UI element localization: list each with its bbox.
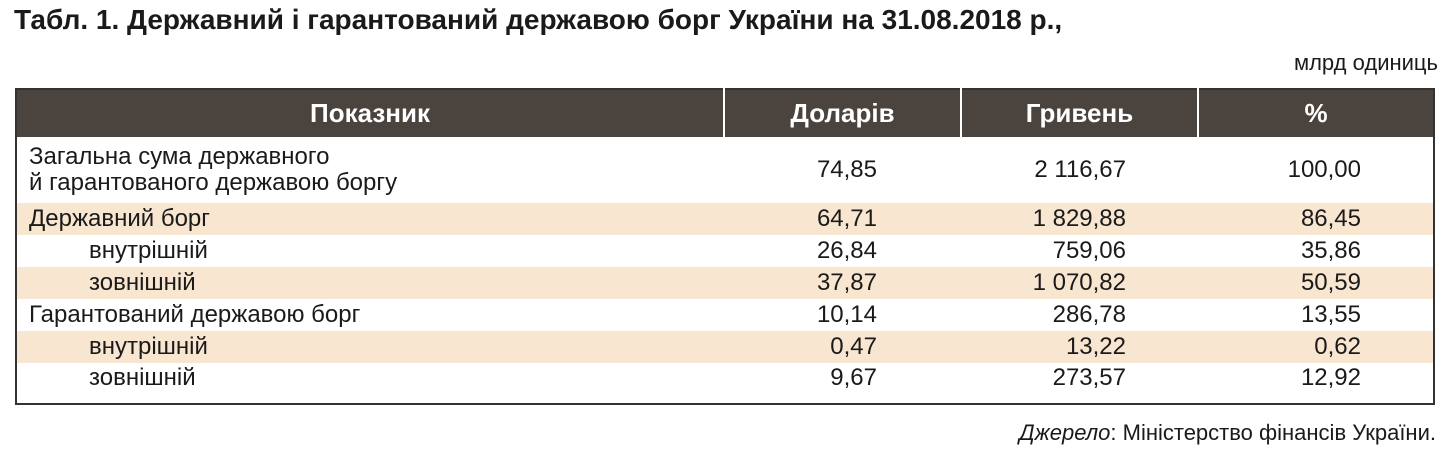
- row: Гарантований державою борг 10,14 286,78 13,…: [16, 299, 1434, 331]
- row-label: Гарантований державою борг: [29, 301, 361, 328]
- source: Джерело: Міністерство фінансів України.: [1019, 420, 1436, 446]
- row-label: зовнішній: [16, 267, 724, 299]
- cell: 273,57: [1052, 364, 1126, 391]
- cell: 35,86: [1300, 237, 1361, 264]
- row-label: внутрішній: [16, 331, 724, 363]
- cell: 13,55: [1300, 301, 1361, 328]
- cell: 1 070,82: [961, 267, 1198, 299]
- source-label: Джерело: [1019, 420, 1111, 445]
- label-line: Загальна сума державного: [29, 143, 330, 170]
- cell: 1 829,88: [961, 203, 1198, 235]
- header-row: Показник Доларів Гривень %: [16, 89, 1434, 137]
- cell: 74,85: [816, 156, 877, 183]
- cell: 12,92: [1300, 364, 1361, 391]
- row-label: Державний борг: [16, 203, 724, 235]
- column-header: Гривень: [960, 89, 1198, 137]
- cell: 100,00: [1287, 156, 1361, 183]
- cell: 0,47: [724, 331, 961, 363]
- column-header: Показник: [16, 89, 724, 137]
- row: Загальна сума державного й гарантованого …: [16, 137, 1434, 203]
- column-header: %: [1197, 89, 1434, 137]
- cell: 86,45: [1198, 203, 1434, 235]
- label-line: й гарантованого державою боргу: [29, 169, 398, 196]
- row: зовнішній 37,87 1 070,82 50,59: [16, 267, 1434, 299]
- row-label: зовнішній: [89, 364, 196, 391]
- column-header: Доларів: [723, 89, 961, 137]
- row-label: внутрішній: [89, 237, 208, 264]
- unit: млрд одиниць: [1293, 50, 1438, 75]
- row: внутрішній 0,47 13,22 0,62: [16, 331, 1434, 363]
- cell: 50,59: [1198, 267, 1434, 299]
- cell: 37,87: [724, 267, 961, 299]
- row: Державний борг 64,71 1 829,88 86,45: [16, 203, 1434, 235]
- cell: 64,71: [724, 203, 961, 235]
- row: внутрішній 26,84 759,06 35,86: [16, 235, 1434, 267]
- row-label: Загальна сума державного й гарантованого …: [16, 137, 724, 203]
- cell: 759,06: [1052, 237, 1126, 264]
- title: Табл. 1. Державний і гарантований держав…: [14, 4, 1063, 35]
- debt-table: Показник Доларів Гривень % Загальна сума…: [15, 88, 1435, 405]
- cell: 0,62: [1198, 331, 1434, 363]
- cell: 26,84: [816, 237, 877, 264]
- row: зовнішній 9,67 273,57 12,92: [16, 363, 1434, 404]
- cell: 2 116,67: [1034, 156, 1126, 183]
- cell: 13,22: [961, 331, 1198, 363]
- cell: 10,14: [816, 301, 877, 328]
- source-text: : Міністерство фінансів України.: [1110, 420, 1436, 445]
- cell: 9,67: [830, 364, 877, 391]
- cell: 286,78: [1052, 301, 1126, 328]
